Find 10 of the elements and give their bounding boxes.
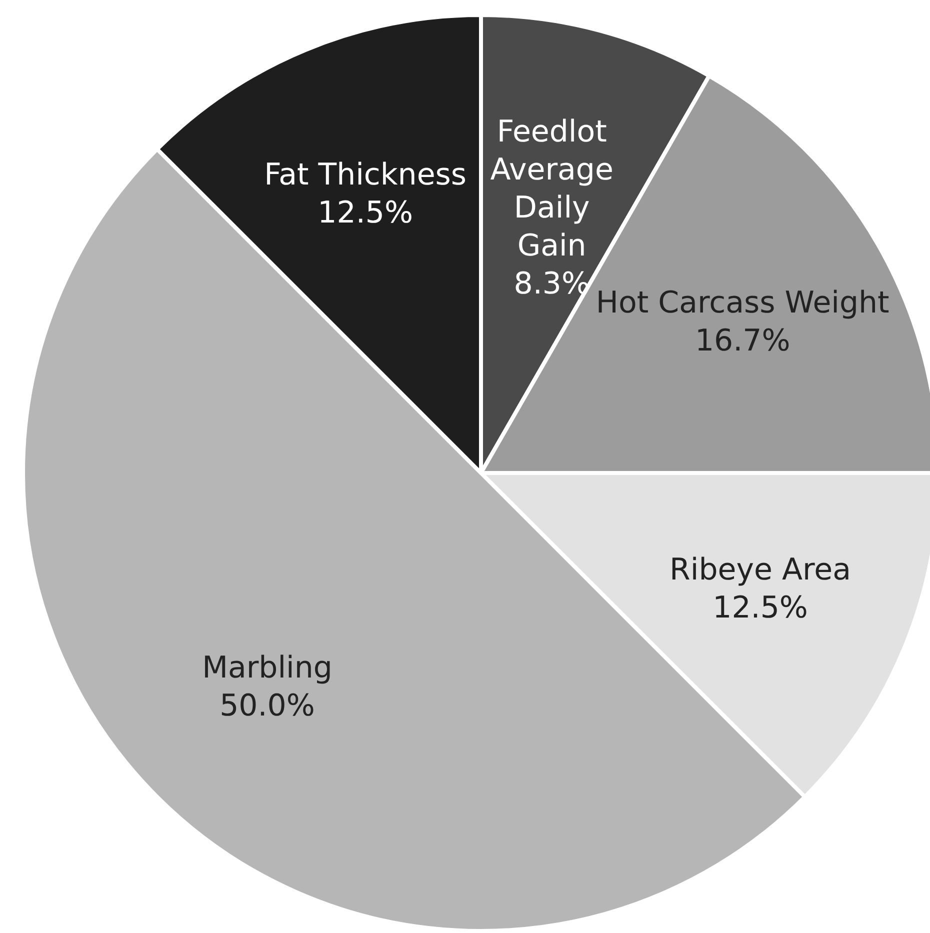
slice-label: Ribeye Area	[670, 552, 852, 588]
data-label: 50.0%	[220, 688, 315, 724]
slice-label: Marbling	[202, 650, 332, 686]
data-label: 12.5%	[712, 590, 808, 626]
data-label: 8.3%	[514, 266, 590, 301]
data-label: 16.7%	[694, 323, 790, 358]
data-label: 12.5%	[318, 195, 413, 230]
slice-label: Feedlot Average Daily Gain	[490, 114, 614, 263]
slice-label: Hot Carcass Weight	[596, 285, 890, 320]
slice-label: Fat Thickness	[264, 157, 467, 192]
